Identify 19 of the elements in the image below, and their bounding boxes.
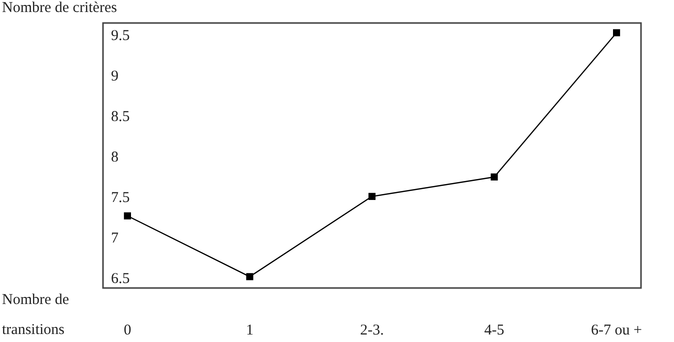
x-tick-label: 6-7 ou +: [591, 322, 642, 339]
y-axis-title: Nombre de critères: [2, 0, 118, 16]
point: [613, 29, 620, 36]
point: [124, 212, 131, 220]
x-axis-title: Nombre de transitions: [2, 292, 70, 338]
y-tick-label: 9.5: [111, 28, 130, 44]
y-tick-label: 6.5: [111, 271, 130, 288]
point: [246, 273, 254, 280]
point: [368, 192, 376, 200]
y-tick-label: 7.5: [111, 190, 130, 206]
y-tick-label: 8.5: [111, 108, 130, 125]
x-tick-label: 0: [124, 322, 132, 339]
y-tick-label: 7: [111, 230, 119, 247]
point: [490, 173, 498, 181]
y-tick-label: 8: [111, 150, 118, 166]
x-tick-label: 2-3.: [360, 322, 384, 339]
x-tick-label: 4-5: [484, 322, 504, 339]
x-tick-label: 1: [246, 322, 254, 339]
y-tick-label: 9: [111, 68, 118, 84]
